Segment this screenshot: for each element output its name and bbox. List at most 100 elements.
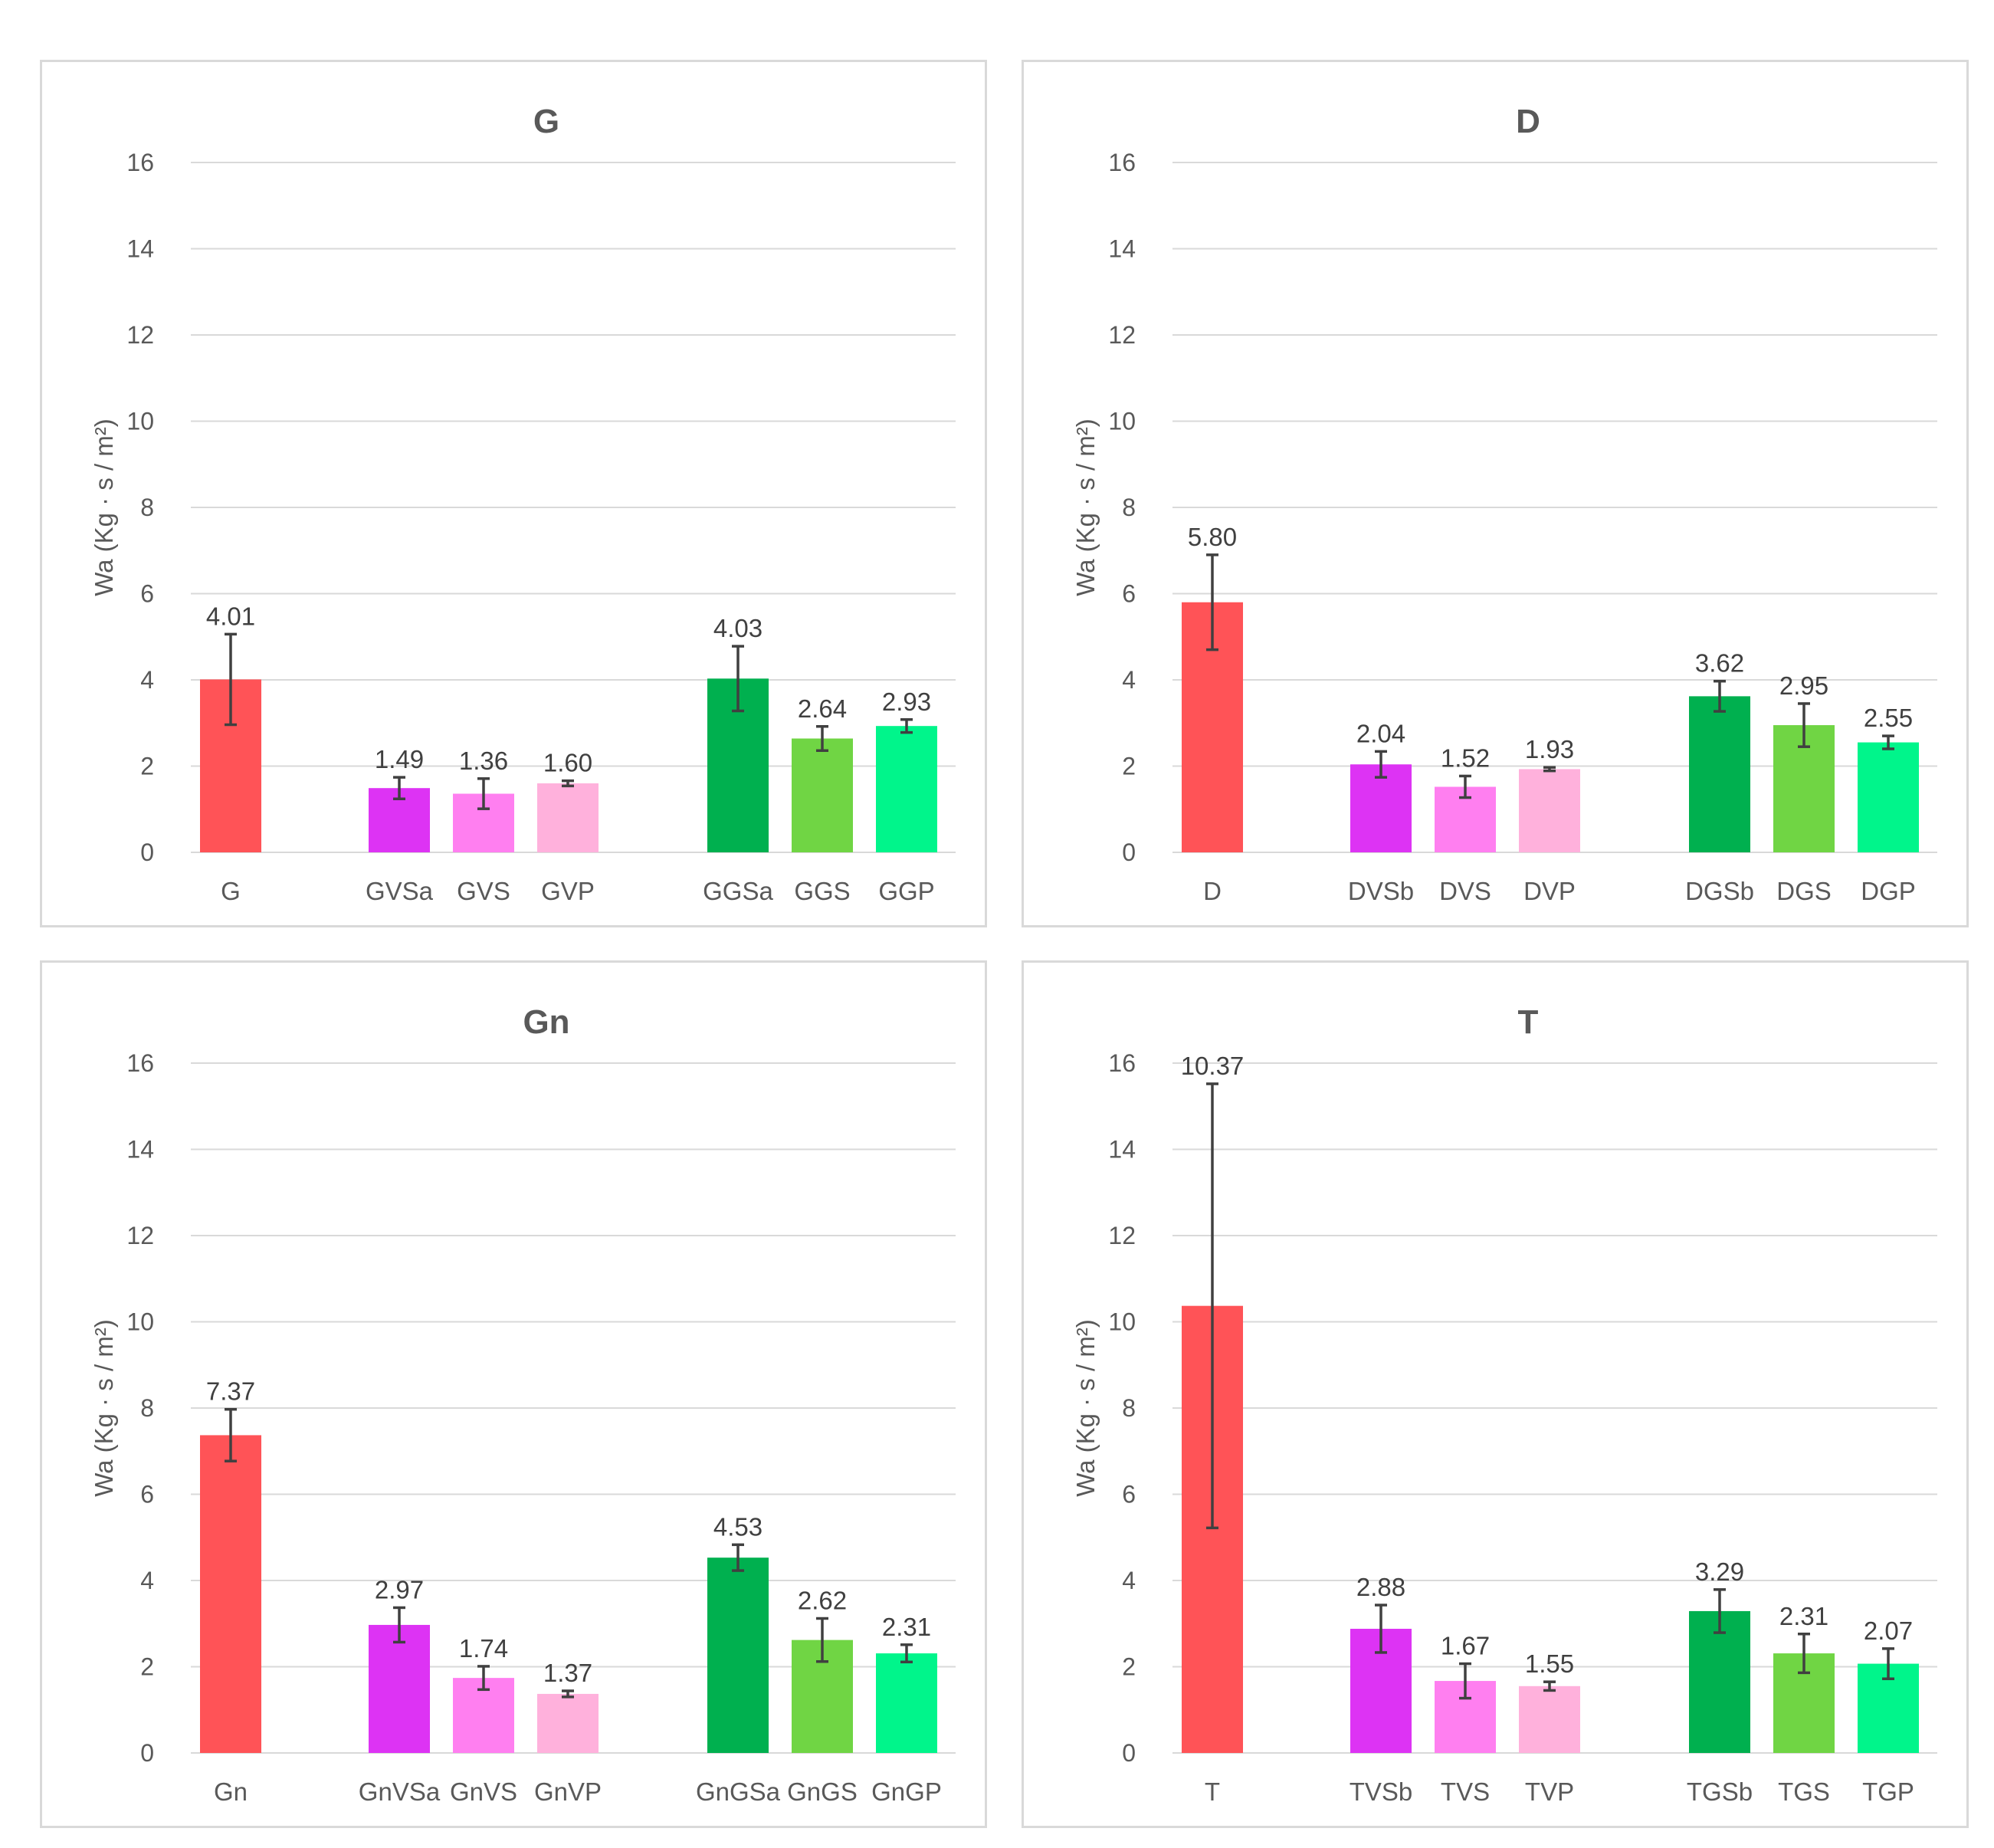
category-label: GnVS	[450, 1777, 517, 1806]
bar-ggp	[876, 726, 937, 852]
bar-gn	[200, 1435, 261, 1753]
y-tick-label: 6	[140, 1481, 154, 1508]
data-label: 1.52	[1441, 743, 1490, 772]
category-label: DGS	[1776, 877, 1832, 905]
y-tick-label: 8	[1122, 1394, 1136, 1422]
bar-gngsa	[707, 1558, 769, 1753]
y-tick-label: 12	[1108, 1222, 1136, 1249]
data-label: 3.62	[1695, 649, 1744, 678]
data-label: 1.93	[1525, 735, 1574, 763]
y-tick-label: 8	[1122, 494, 1136, 521]
category-label: GGS	[794, 877, 850, 905]
category-label: DGP	[1861, 877, 1916, 905]
y-tick-label: 2	[140, 753, 154, 780]
y-tick-label: 14	[1108, 235, 1136, 263]
chart-panel-d: D 0 2 4 6 8 10 12 14 16 Wa (Kg · s / m²) 5.80 D 2.04 D…	[1022, 60, 1969, 927]
data-label: 1.36	[459, 747, 508, 775]
y-tick-label: 12	[126, 321, 154, 349]
y-tick-label: 6	[1122, 580, 1136, 608]
bar-dgp	[1858, 742, 1919, 852]
y-tick-label: 0	[140, 1739, 154, 1767]
chart-g: G 0 2 4 6 8 10 12 14 16 Wa (Kg · s / m²) 4.01 G 1.49 G…	[90, 103, 956, 905]
category-label: GVSa	[366, 877, 434, 905]
category-label: DVSb	[1348, 877, 1414, 905]
data-label: 2.62	[798, 1587, 847, 1615]
y-tick-label: 16	[126, 149, 154, 176]
bar-gngp	[876, 1653, 937, 1753]
y-tick-label: 10	[1108, 1308, 1136, 1336]
data-label: 1.55	[1525, 1649, 1574, 1678]
category-label: GVS	[457, 877, 510, 905]
category-label: Gn	[214, 1777, 248, 1806]
data-label: 2.07	[1864, 1617, 1913, 1645]
y-tick-label: 14	[126, 1136, 154, 1164]
data-label: 4.53	[713, 1512, 763, 1541]
bar-gvp	[537, 783, 599, 852]
category-label: GnGP	[871, 1777, 942, 1806]
chart-panel-t: T 0 2 4 6 8 10 12 14 16 Wa (Kg · s / m²) 10.37 T 2.88…	[1022, 960, 1969, 1828]
bar-ggs	[792, 738, 853, 852]
y-tick-label: 2	[140, 1653, 154, 1681]
category-label: GGSa	[703, 877, 773, 905]
category-label: TVS	[1441, 1777, 1490, 1806]
y-axis-label: Wa (Kg · s / m²)	[90, 419, 118, 596]
category-label: GnGS	[787, 1777, 858, 1806]
data-label: 5.80	[1188, 523, 1237, 551]
category-label: TGP	[1862, 1777, 1914, 1806]
y-tick-label: 6	[140, 580, 154, 608]
y-tick-label: 16	[1108, 1049, 1136, 1077]
data-label: 4.01	[206, 602, 255, 630]
chart-t: T 0 2 4 6 8 10 12 14 16 Wa (Kg · s / m²) 10.37 T 2.88…	[1071, 1003, 1937, 1806]
category-label: GVP	[541, 877, 595, 905]
y-tick-label: 0	[140, 839, 154, 866]
y-tick-label: 0	[1122, 1739, 1136, 1767]
data-label: 2.97	[375, 1575, 424, 1603]
category-label: DGSb	[1685, 877, 1754, 905]
y-tick-label: 12	[1108, 321, 1136, 349]
category-label: DVP	[1523, 877, 1576, 905]
chart-title: Gn	[523, 1003, 569, 1041]
chart-title: D	[1516, 103, 1540, 140]
y-tick-label: 14	[1108, 1136, 1136, 1164]
y-tick-label: 8	[140, 1394, 154, 1422]
data-label: 2.55	[1864, 704, 1913, 732]
chart-gn: Gn 0 2 4 6 8 10 12 14 16 Wa (Kg · s / m²) 7.37 Gn 2.9…	[90, 1003, 956, 1806]
bar-dvsb	[1350, 764, 1412, 852]
category-label: D	[1203, 877, 1222, 905]
y-tick-label: 10	[1108, 408, 1136, 435]
chart-d: D 0 2 4 6 8 10 12 14 16 Wa (Kg · s / m²) 5.80 D 2.04 D…	[1071, 103, 1937, 905]
y-axis-label: Wa (Kg · s / m²)	[1071, 1319, 1100, 1497]
y-tick-label: 4	[140, 666, 154, 694]
y-tick-label: 4	[1122, 1567, 1136, 1594]
data-label: 2.31	[882, 1613, 931, 1641]
category-label: G	[221, 877, 241, 905]
bar-gnvsa	[369, 1624, 430, 1753]
category-label: TVSb	[1350, 1777, 1413, 1806]
bar-tvp	[1519, 1686, 1580, 1753]
y-tick-label: 14	[126, 235, 154, 263]
chart-panel-gn: Gn 0 2 4 6 8 10 12 14 16 Wa (Kg · s / m²) 7.37 Gn 2.9…	[40, 960, 987, 1828]
category-label: DVS	[1439, 877, 1491, 905]
chart-title: G	[533, 103, 559, 140]
data-label: 4.03	[713, 614, 763, 642]
y-tick-label: 10	[126, 1308, 154, 1336]
category-label: GnGSa	[696, 1777, 781, 1806]
y-axis-label: Wa (Kg · s / m²)	[1071, 419, 1100, 596]
category-label: GGP	[878, 877, 934, 905]
data-label: 2.93	[882, 688, 931, 716]
chart-panel-g: G 0 2 4 6 8 10 12 14 16 Wa (Kg · s / m²) 4.01 G 1.49 G…	[40, 60, 987, 927]
data-label: 2.95	[1779, 671, 1828, 700]
data-label: 1.67	[1441, 1632, 1490, 1660]
category-label: TGS	[1778, 1777, 1830, 1806]
data-label: 10.37	[1181, 1052, 1245, 1080]
y-tick-label: 10	[126, 408, 154, 435]
data-label: 2.31	[1779, 1602, 1828, 1630]
bar-gnvp	[537, 1693, 599, 1753]
category-label: T	[1205, 1777, 1220, 1806]
y-tick-label: 6	[1122, 1481, 1136, 1508]
y-axis-label: Wa (Kg · s / m²)	[90, 1319, 118, 1497]
chart-title: T	[1518, 1003, 1539, 1041]
data-label: 1.74	[459, 1634, 508, 1663]
y-tick-label: 0	[1122, 839, 1136, 866]
y-tick-label: 8	[140, 494, 154, 521]
